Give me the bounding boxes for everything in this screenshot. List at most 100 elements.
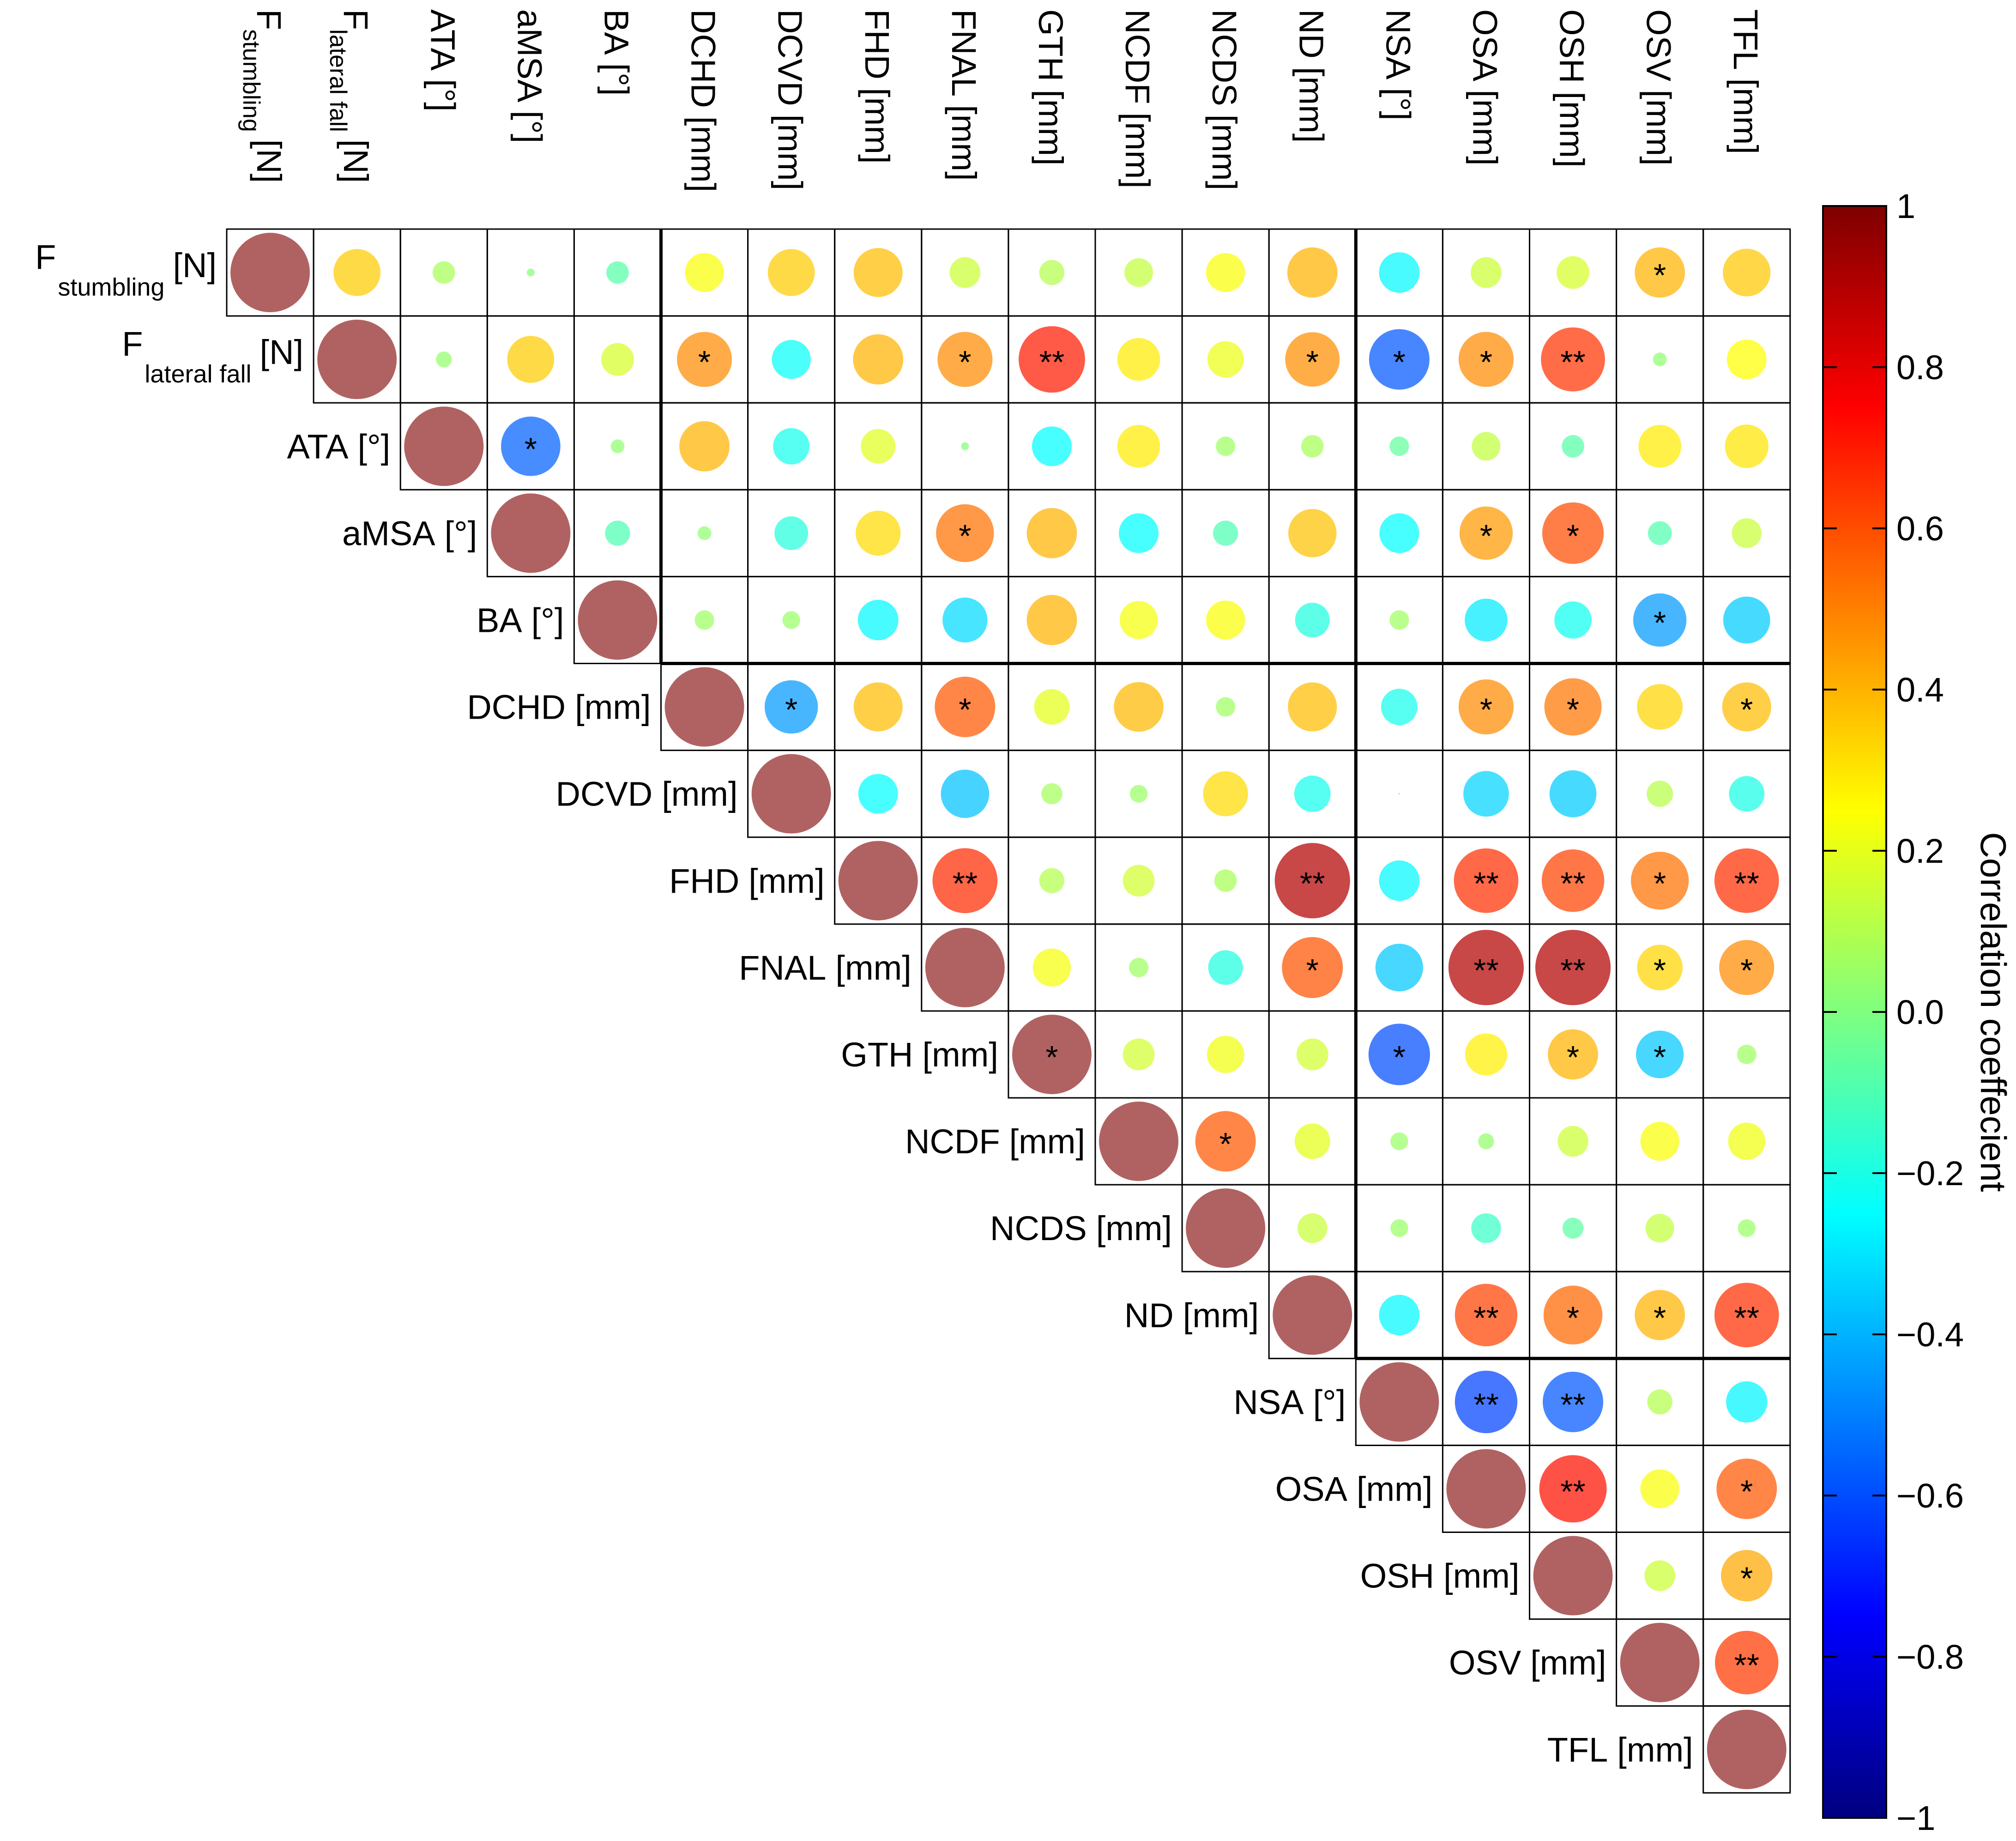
correlation-circle-9-14: [1465, 1033, 1507, 1076]
correlation-circle-13-13: [1359, 1362, 1439, 1442]
significance-mark-9-15: *: [1567, 1039, 1579, 1075]
correlation-circle-0-12: [1287, 247, 1338, 298]
correlation-circle-7-9: [1039, 868, 1065, 893]
row-label-nsa: NSA [°]: [1233, 1383, 1346, 1421]
correlation-circle-3-13: [1379, 513, 1419, 553]
column-label-osa: OSA[mm]: [1466, 9, 1504, 166]
correlation-circle-12-13: [1379, 1295, 1420, 1336]
correlation-circle-2-6: [773, 428, 810, 465]
correlation-circle-2-17: [1725, 424, 1769, 468]
significance-mark-9-13: *: [1393, 1039, 1406, 1075]
correlation-circle-9-16: [1636, 1030, 1684, 1078]
column-label-ata: ATA[°]: [423, 9, 462, 112]
correlation-circle-15-17: [1721, 1550, 1773, 1602]
correlation-circle-17-17: [1707, 1709, 1787, 1789]
significance-mark-14-17: *: [1740, 1473, 1753, 1509]
correlation-circle-2-15: [1562, 435, 1584, 458]
row-label-fhd: FHD [mm]: [669, 862, 825, 900]
significance-mark-2-3: *: [525, 431, 537, 467]
column-label-dchd: DCHD[mm]: [684, 9, 723, 192]
correlation-circle-8-8: [925, 927, 1005, 1007]
colorbar-tick-label: 0.6: [1896, 509, 1944, 548]
correlation-circle-2-10: [1117, 424, 1160, 468]
correlation-circle-1-9: [1018, 326, 1085, 393]
significance-mark-1-9: **: [1039, 344, 1064, 380]
correlation-circle-12-17: [1714, 1283, 1779, 1348]
correlation-circle-8-12: [1282, 937, 1343, 998]
significance-mark-0-16: *: [1654, 257, 1666, 293]
correlation-circle-7-17: [1714, 848, 1779, 913]
significance-mark-9-16: *: [1654, 1039, 1666, 1075]
significance-mark-7-15: **: [1560, 866, 1585, 902]
correlation-circle-9-11: [1207, 1036, 1244, 1073]
significance-mark-5-17: *: [1740, 692, 1753, 728]
correlation-circle-4-8: [942, 597, 988, 643]
correlation-circle-6-17: [1729, 776, 1765, 812]
correlation-circle-12-16: [1635, 1290, 1685, 1340]
correlation-circle-4-15: [1554, 601, 1592, 639]
correlation-circle-4-5: [694, 610, 714, 630]
correlation-circle-2-11: [1216, 436, 1236, 456]
correlation-circle-5-17: [1722, 682, 1771, 732]
significance-mark-7-14: **: [1473, 866, 1498, 902]
correlation-circle-7-12: [1274, 843, 1350, 919]
correlation-circle-0-0: [230, 233, 310, 313]
correlation-circle-2-4: [610, 439, 625, 454]
correlation-circle-12-12: [1273, 1275, 1352, 1355]
significance-mark-12-16: *: [1654, 1300, 1666, 1336]
correlation-circle-11-17: [1738, 1219, 1756, 1237]
significance-mark-12-15: *: [1567, 1300, 1579, 1336]
column-label-ncds: NCDS[mm]: [1205, 9, 1243, 190]
correlation-circle-2-7: [861, 429, 896, 464]
significance-mark-1-5: *: [698, 344, 711, 380]
correlation-circle-5-13: [1381, 689, 1418, 725]
correlation-circle-0-13: [1379, 252, 1420, 293]
correlation-circle-1-3: [507, 336, 555, 383]
column-label-osh: OSH[mm]: [1553, 9, 1591, 168]
correlation-circle-10-17: [1728, 1122, 1766, 1160]
significance-mark-15-17: *: [1740, 1561, 1753, 1597]
column-label-ncdf: NCDF[mm]: [1118, 9, 1157, 188]
correlation-circle-0-11: [1206, 253, 1245, 292]
correlation-circle-12-14: [1455, 1284, 1518, 1346]
correlation-circle-1-4: [601, 343, 634, 376]
row-label-osv: OSV [mm]: [1449, 1644, 1606, 1682]
row-label-ncds: NCDS [mm]: [990, 1209, 1172, 1248]
row-label-f: Fstumbling[N]: [35, 238, 217, 301]
correlation-circle-12-15: [1543, 1285, 1603, 1345]
correlation-circle-5-14: [1458, 679, 1514, 735]
correlation-circle-3-9: [1026, 508, 1077, 558]
significance-mark-10-11: *: [1219, 1126, 1232, 1162]
correlation-circle-15-15: [1533, 1536, 1613, 1616]
row-label-osa: OSA [mm]: [1275, 1470, 1433, 1508]
correlation-circle-4-14: [1465, 599, 1508, 642]
correlation-circle-13-15: [1543, 1371, 1604, 1432]
significance-mark-3-14: *: [1480, 518, 1492, 554]
correlation-circle-9-9: [1012, 1014, 1092, 1094]
row-label-ata: ATA [°]: [287, 427, 391, 466]
correlation-circle-3-16: [1648, 521, 1672, 545]
correlation-circle-13-16: [1647, 1389, 1672, 1415]
correlation-circle-5-15: [1544, 678, 1602, 736]
correlation-circle-0-10: [1124, 258, 1153, 287]
correlation-circle-0-2: [432, 261, 455, 284]
significance-mark-8-12: *: [1306, 952, 1319, 988]
correlation-circle-3-11: [1213, 521, 1238, 546]
correlation-circle-10-10: [1099, 1102, 1179, 1181]
correlation-circle-0-14: [1471, 257, 1502, 288]
correlation-circle-3-5: [697, 526, 712, 540]
correlation-circle-4-6: [782, 611, 800, 629]
correlation-circle-14-17: [1716, 1458, 1777, 1519]
correlation-circle-1-12: [1285, 332, 1340, 387]
correlation-circle-0-8: [949, 257, 981, 288]
row-label-dchd: DCHD [mm]: [467, 688, 651, 727]
row-label-ba: BA [°]: [477, 601, 564, 639]
correlation-circle-0-6: [767, 249, 815, 296]
colorbar-tick-label: 0.4: [1896, 671, 1944, 709]
correlation-circle-3-10: [1119, 513, 1159, 553]
column-label-nd: ND[mm]: [1292, 9, 1330, 143]
significance-mark-8-17: *: [1740, 952, 1753, 988]
correlation-circle-5-6: [764, 680, 818, 734]
